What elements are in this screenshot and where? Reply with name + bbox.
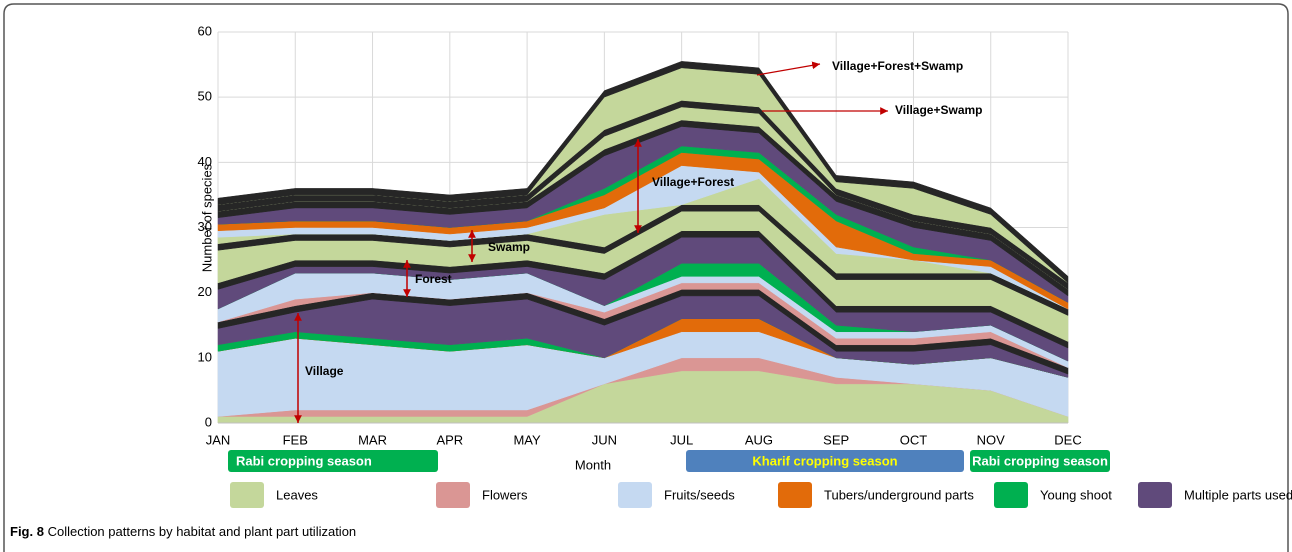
legend-label: Young shoot (1040, 487, 1112, 502)
legend-swatch (994, 482, 1028, 508)
frame (3, 3, 1289, 552)
x-axis-label: Month (575, 457, 611, 472)
annotation-arrow (756, 61, 821, 76)
x-tick-label: DEC (1054, 432, 1081, 447)
y-tick-label: 30 (198, 219, 212, 234)
season-label: Kharif cropping season (752, 453, 897, 468)
x-tick-label: JUN (592, 432, 617, 447)
x-tick-label: APR (436, 432, 463, 447)
caption-label: Fig. 8 (10, 524, 44, 539)
legend-label: Leaves (276, 487, 318, 502)
y-tick-label: 10 (198, 349, 212, 364)
annotation: Village+Swamp (895, 103, 983, 117)
annotation: Village+Forest (652, 175, 734, 189)
caption: Fig. 8 Collection patterns by habitat an… (10, 524, 356, 539)
x-tick-label: NOV (977, 432, 1006, 447)
x-tick-label: JUL (670, 432, 693, 447)
season-label: Rabi cropping season (972, 453, 1108, 468)
legend-label: Flowers (482, 487, 528, 502)
legend-label: Fruits/seeds (664, 487, 735, 502)
annotation: Swamp (488, 240, 530, 254)
x-tick-label: JAN (206, 432, 231, 447)
legend-swatch (230, 482, 264, 508)
y-axis-label: Number of species (199, 163, 214, 272)
legend-label: Tubers/underground parts (824, 487, 974, 502)
annotation: Village+Forest+Swamp (832, 59, 963, 73)
season-bar (228, 450, 438, 472)
x-tick-label: MAR (358, 432, 387, 447)
area (217, 61, 1069, 284)
season-bar (686, 450, 964, 472)
x-tick-label: FEB (283, 432, 308, 447)
y-tick-label: 60 (198, 23, 212, 38)
y-tick-label: 0 (205, 414, 212, 429)
season-bar (970, 450, 1110, 472)
annotation: Forest (415, 272, 452, 286)
legend-label: Multiple parts used (1184, 487, 1292, 502)
season-label: Rabi cropping season (236, 453, 372, 468)
annotation: Village (305, 364, 344, 378)
legend-swatch (618, 482, 652, 508)
y-tick-label: 40 (198, 154, 212, 169)
legend-swatch (778, 482, 812, 508)
y-tick-label: 20 (198, 284, 212, 299)
legend-swatch (1138, 482, 1172, 508)
x-tick-label: MAY (513, 432, 541, 447)
x-tick-label: SEP (823, 432, 849, 447)
caption-text: Collection patterns by habitat and plant… (48, 524, 357, 539)
x-tick-label: AUG (745, 432, 773, 447)
legend-swatch (436, 482, 470, 508)
y-tick-label: 50 (198, 89, 212, 104)
x-tick-label: OCT (900, 432, 928, 447)
